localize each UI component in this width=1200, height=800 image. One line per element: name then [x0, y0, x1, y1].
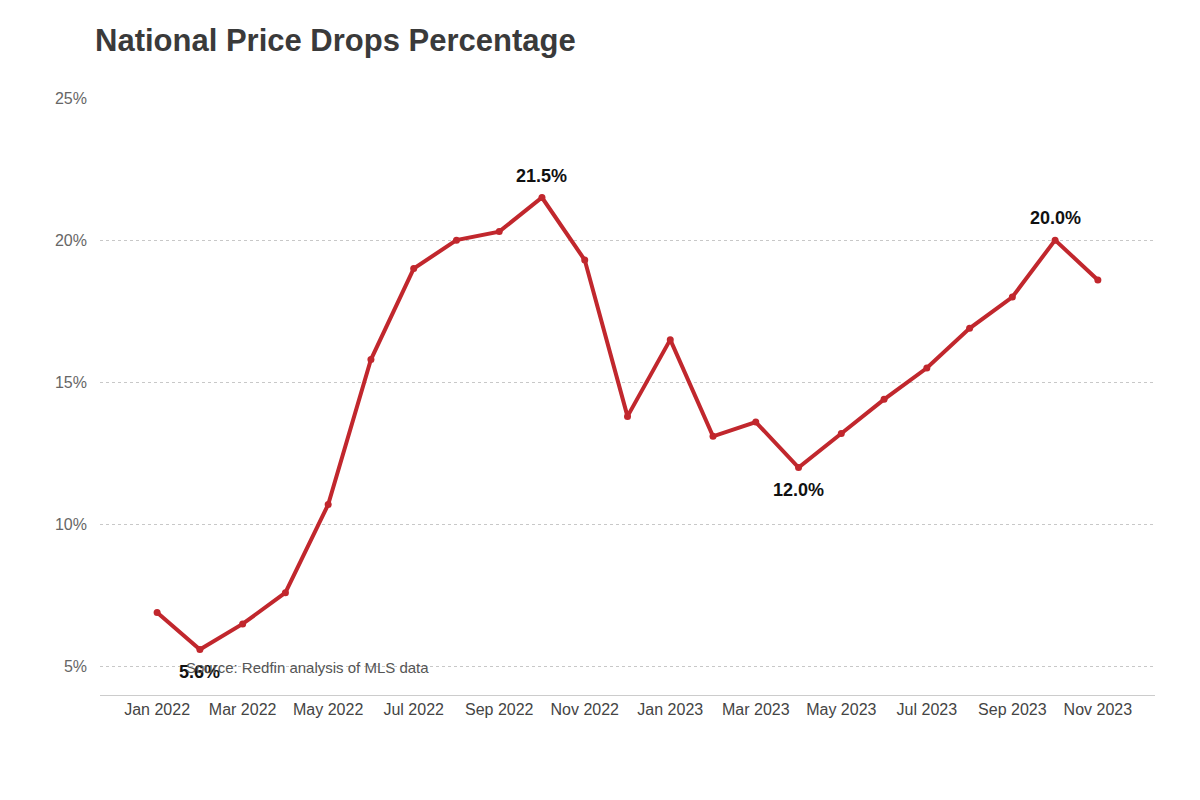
svg-text:Mar 2023: Mar 2023	[722, 701, 790, 718]
svg-text:15%: 15%	[55, 374, 87, 391]
svg-text:Jul 2022: Jul 2022	[383, 701, 444, 718]
svg-text:Jan 2022: Jan 2022	[124, 701, 190, 718]
svg-text:Sep 2023: Sep 2023	[978, 701, 1047, 718]
svg-text:May 2023: May 2023	[806, 701, 876, 718]
svg-text:Mar 2022: Mar 2022	[209, 701, 277, 718]
svg-text:10%: 10%	[55, 516, 87, 533]
svg-text:5.6%: 5.6%	[179, 662, 220, 682]
svg-text:21.5%: 21.5%	[516, 166, 567, 186]
svg-text:May 2022: May 2022	[293, 701, 363, 718]
svg-text:12.0%: 12.0%	[773, 480, 824, 500]
svg-text:5%: 5%	[64, 658, 87, 675]
svg-text:Jul 2023: Jul 2023	[897, 701, 958, 718]
svg-text:20.0%: 20.0%	[1030, 208, 1081, 228]
svg-text:Nov 2023: Nov 2023	[1064, 701, 1133, 718]
svg-text:National Price Drops Percentag: National Price Drops Percentage	[95, 23, 576, 58]
svg-text:Jan 2023: Jan 2023	[637, 701, 703, 718]
svg-text:Nov 2022: Nov 2022	[550, 701, 619, 718]
svg-text:20%: 20%	[55, 232, 87, 249]
svg-text:25%: 25%	[55, 90, 87, 107]
svg-text:Source: Redfin analysis of MLS: Source: Redfin analysis of MLS data	[186, 659, 429, 676]
svg-text:Sep 2022: Sep 2022	[465, 701, 534, 718]
